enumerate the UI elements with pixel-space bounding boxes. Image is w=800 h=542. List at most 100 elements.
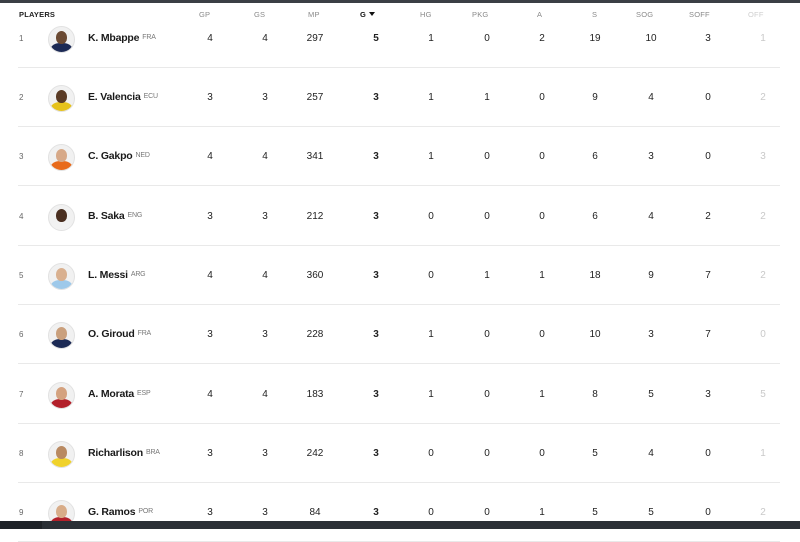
player-name: C. Gakpo (88, 150, 133, 162)
player-avatar[interactable] (48, 26, 75, 53)
stat-a: 0 (539, 92, 545, 103)
avatar-shirt (51, 221, 72, 230)
stat-sog: 9 (648, 270, 654, 281)
stat-gs: 4 (262, 33, 268, 44)
stat-soff: 0 (705, 507, 711, 518)
player-name-link[interactable]: Richarlison BRA (88, 447, 160, 459)
player-name-link[interactable]: E. Valencia ECU (88, 91, 158, 103)
stat-soff: 0 (705, 92, 711, 103)
stat-gs: 3 (262, 92, 268, 103)
stat-off: 3 (760, 151, 766, 162)
header-hg[interactable]: HG (420, 10, 432, 19)
stat-gp: 4 (207, 270, 213, 281)
header-sog[interactable]: SOG (636, 10, 654, 19)
stat-a: 1 (539, 507, 545, 518)
stat-g: 3 (373, 507, 379, 518)
stat-soff: 7 (705, 270, 711, 281)
table-row[interactable]: 3 C. Gakpo NED 4 4 341 3 1 0 0 6 3 0 3 (0, 127, 800, 186)
header-off[interactable]: OFF (748, 10, 764, 19)
header-soff[interactable]: SOFF (689, 10, 710, 19)
player-avatar[interactable] (48, 322, 75, 349)
stat-s: 5 (592, 507, 598, 518)
player-name: A. Morata (88, 388, 135, 400)
stat-hg: 1 (428, 92, 434, 103)
table-row[interactable]: 2 E. Valencia ECU 3 3 257 3 1 1 0 9 4 0 2 (0, 68, 800, 127)
stat-s: 6 (592, 211, 598, 222)
avatar-head (56, 505, 67, 518)
stat-a: 0 (539, 151, 545, 162)
stat-gs: 3 (262, 329, 268, 340)
table-row[interactable]: 4 B. Saka ENG 3 3 212 3 0 0 0 6 4 2 2 (0, 187, 800, 246)
header-gp[interactable]: GP (199, 10, 211, 19)
top-bar (0, 0, 800, 3)
stat-soff: 3 (705, 389, 711, 400)
stat-s: 10 (589, 329, 601, 340)
avatar-head (56, 387, 67, 400)
player-avatar[interactable] (48, 263, 75, 290)
country-code: ENG (127, 212, 143, 219)
player-name: O. Giroud (88, 328, 135, 340)
stat-sog: 5 (648, 389, 654, 400)
player-avatar[interactable] (48, 85, 75, 112)
stat-soff: 2 (705, 211, 711, 222)
avatar-shirt (51, 339, 72, 348)
avatar-head (56, 446, 67, 459)
table-header: PLAYERS GP GS MP G HG PKG A S SOG SOFF O… (0, 3, 800, 25)
stat-off: 2 (760, 507, 766, 518)
header-g[interactable]: G (360, 10, 376, 19)
table-row[interactable]: 6 O. Giroud FRA 3 3 228 3 1 0 0 10 3 7 0 (0, 305, 800, 364)
header-a[interactable]: A (537, 10, 543, 19)
player-name-link[interactable]: B. Saka ENG (88, 210, 142, 222)
table-row[interactable]: 1 K. Mbappe FRA 4 4 297 5 1 0 2 19 10 3 1 (0, 9, 800, 68)
header-gs[interactable]: GS (254, 10, 266, 19)
header-pkg[interactable]: PKG (472, 10, 489, 19)
player-name-link[interactable]: K. Mbappe FRA (88, 32, 156, 44)
player-name: L. Messi (88, 269, 128, 281)
stat-hg: 0 (428, 507, 434, 518)
stat-off: 2 (760, 92, 766, 103)
row-divider (18, 245, 780, 246)
stat-g: 3 (373, 448, 379, 459)
player-name-link[interactable]: L. Messi ARG (88, 269, 146, 281)
sort-desc-icon (369, 12, 376, 16)
rank-number: 7 (19, 390, 24, 399)
player-avatar[interactable] (48, 441, 75, 468)
stat-soff: 0 (705, 151, 711, 162)
stat-s: 18 (589, 270, 601, 281)
avatar-shirt (51, 399, 72, 408)
header-s[interactable]: S (592, 10, 598, 19)
stat-mp: 360 (306, 270, 324, 281)
header-players[interactable]: PLAYERS (19, 10, 56, 19)
stat-off: 2 (760, 211, 766, 222)
stat-g: 3 (373, 270, 379, 281)
player-avatar[interactable] (48, 144, 75, 171)
stat-g: 3 (373, 151, 379, 162)
stat-gs: 3 (262, 507, 268, 518)
player-name-link[interactable]: G. Ramos POR (88, 506, 153, 518)
player-name-link[interactable]: C. Gakpo NED (88, 150, 150, 162)
stat-gp: 4 (207, 151, 213, 162)
stat-gp: 3 (207, 92, 213, 103)
player-name-link[interactable]: A. Morata ESP (88, 388, 151, 400)
header-mp[interactable]: MP (308, 10, 320, 19)
stat-mp: 228 (306, 329, 324, 340)
table-row[interactable]: 7 A. Morata ESP 4 4 183 3 1 0 1 8 5 3 5 (0, 365, 800, 424)
stat-off: 5 (760, 389, 766, 400)
stat-s: 5 (592, 448, 598, 459)
table-row[interactable]: 8 Richarlison BRA 3 3 242 3 0 0 0 5 4 0 1 (0, 424, 800, 483)
table-row[interactable]: 9 G. Ramos POR 3 3 84 3 0 0 1 5 5 0 2 (0, 483, 800, 542)
stat-sog: 5 (648, 507, 654, 518)
stat-mp: 212 (306, 211, 324, 222)
table-row[interactable]: 5 L. Messi ARG 4 4 360 3 0 1 1 18 9 7 2 (0, 246, 800, 305)
player-avatar[interactable] (48, 382, 75, 409)
country-code: ESP (137, 390, 151, 397)
header-g-label: G (360, 10, 367, 19)
avatar-head (56, 90, 67, 103)
stat-a: 2 (539, 33, 545, 44)
stat-mp: 257 (306, 92, 324, 103)
player-avatar[interactable] (48, 204, 75, 231)
stat-sog: 4 (648, 448, 654, 459)
stat-s: 6 (592, 151, 598, 162)
stat-pkg: 0 (484, 151, 490, 162)
player-name-link[interactable]: O. Giroud FRA (88, 328, 151, 340)
